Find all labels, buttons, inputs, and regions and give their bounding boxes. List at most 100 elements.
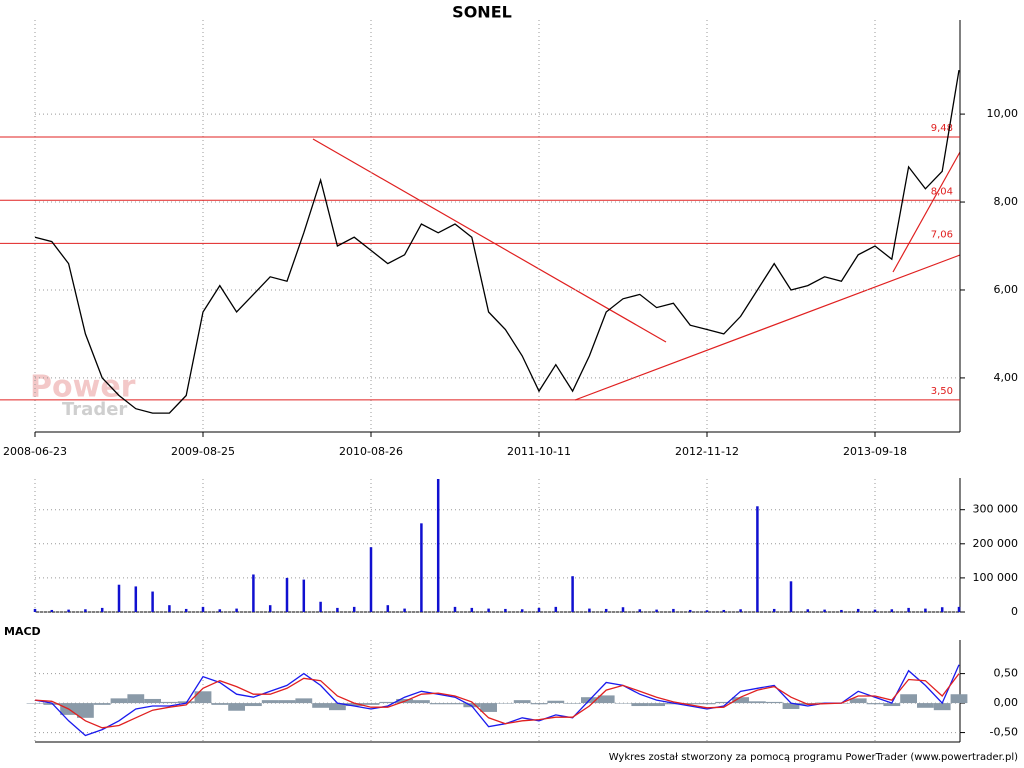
- trend-line: [574, 254, 961, 401]
- x-tick-label: 2012-11-12: [675, 445, 739, 458]
- bar: [453, 606, 457, 612]
- level-label: 8,04: [931, 186, 953, 197]
- level-label: 3,50: [931, 386, 953, 397]
- bar: [688, 609, 692, 612]
- bar: [302, 579, 306, 612]
- bar: [26, 703, 44, 704]
- bar: [144, 698, 161, 704]
- bar: [749, 701, 766, 704]
- watermark: Trader: [62, 399, 127, 420]
- bar: [638, 609, 642, 612]
- bar: [117, 584, 121, 612]
- y-tick-label: 10,00: [987, 107, 1019, 120]
- bar: [386, 605, 390, 612]
- bar: [907, 607, 910, 612]
- bar: [681, 703, 699, 705]
- bar: [698, 703, 716, 705]
- bar: [100, 607, 104, 612]
- bar: [93, 703, 111, 705]
- bar: [420, 523, 423, 612]
- bar: [312, 703, 329, 708]
- bar: [900, 694, 917, 704]
- panel-title: MACD: [4, 625, 41, 638]
- bar: [782, 703, 800, 709]
- bar: [362, 703, 380, 705]
- bar: [336, 607, 339, 612]
- bar: [940, 607, 944, 612]
- y-tick-label: 100 000: [973, 571, 1019, 584]
- bar: [245, 703, 262, 707]
- bar: [295, 698, 313, 704]
- y-tick-label: 200 000: [973, 537, 1019, 550]
- bar: [134, 586, 138, 612]
- bar: [866, 703, 884, 705]
- bar: [856, 608, 860, 612]
- bar: [127, 694, 145, 704]
- chart-title: SONEL: [452, 3, 512, 22]
- bar: [957, 606, 961, 612]
- bar: [345, 703, 363, 707]
- bar: [184, 608, 188, 612]
- bar: [77, 703, 94, 718]
- watermark: Power: [30, 370, 136, 405]
- bar: [655, 609, 658, 612]
- level-label: 7,06: [931, 229, 953, 240]
- bar: [715, 701, 733, 704]
- bar: [110, 698, 128, 704]
- bar: [480, 703, 497, 712]
- bar: [530, 703, 548, 705]
- bar: [168, 605, 171, 612]
- bar: [722, 609, 726, 612]
- y-tick-label: -0,50: [990, 726, 1018, 739]
- bar: [67, 609, 70, 612]
- bar: [890, 609, 894, 612]
- bar: [597, 695, 615, 704]
- bar: [470, 607, 474, 612]
- bar: [50, 609, 54, 612]
- bar: [261, 700, 279, 704]
- bar: [413, 700, 430, 704]
- bar: [547, 700, 565, 704]
- bar: [621, 607, 625, 612]
- bar: [520, 609, 524, 612]
- bar: [513, 700, 531, 704]
- bar: [369, 547, 373, 612]
- bar: [446, 703, 464, 705]
- level-label: 9,48: [931, 123, 953, 134]
- bar: [319, 601, 322, 612]
- line: [34, 664, 960, 737]
- bar: [631, 703, 649, 707]
- bar: [151, 591, 154, 612]
- y-tick-label: 6,00: [994, 283, 1019, 296]
- bar: [917, 703, 934, 708]
- bar: [950, 694, 968, 704]
- bar: [429, 703, 447, 705]
- bar: [201, 606, 205, 612]
- bar: [648, 703, 665, 707]
- bar: [873, 609, 877, 612]
- bar: [285, 577, 289, 612]
- y-tick-label: 4,00: [994, 371, 1019, 384]
- bar: [823, 609, 826, 612]
- bar: [840, 609, 843, 612]
- x-tick-label: 2009-08-25: [171, 445, 235, 458]
- bar: [883, 703, 901, 707]
- bar: [849, 698, 867, 704]
- bar: [235, 608, 238, 612]
- bar: [436, 479, 440, 612]
- bar: [672, 608, 675, 612]
- bar: [564, 703, 581, 704]
- x-tick-label: 2013-09-18: [843, 445, 907, 458]
- trend-line: [312, 138, 667, 343]
- x-tick-label: 2008-06-23: [3, 445, 67, 458]
- bar: [352, 606, 356, 612]
- bar: [228, 703, 245, 711]
- bar: [604, 608, 608, 612]
- bar: [278, 700, 296, 704]
- bar: [218, 609, 222, 612]
- bar: [329, 703, 346, 711]
- bar: [504, 608, 507, 612]
- bar: [84, 609, 87, 612]
